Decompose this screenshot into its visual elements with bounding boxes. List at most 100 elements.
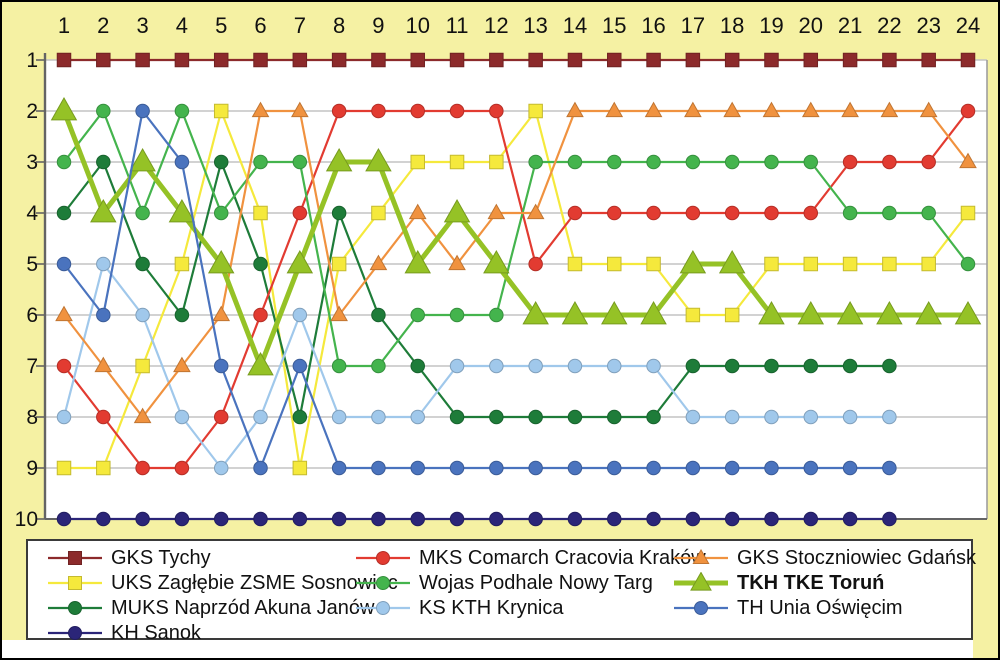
data-point-gks-stoczniowiec	[692, 548, 710, 564]
data-point-tkh-torun	[836, 300, 864, 325]
data-point-uks-zaglebie	[410, 154, 425, 170]
data-point-kh-sanok	[68, 626, 82, 640]
data-point-th-unia	[410, 460, 425, 476]
legend-label-muks-naprzod: MUKS Naprzód Akuna Janów	[111, 597, 375, 619]
legend-label-ks-kth-krynica: KS KTH Krynica	[419, 597, 564, 619]
data-point-mks-cracovia	[921, 154, 936, 170]
data-point-th-unia	[96, 307, 111, 323]
data-point-th-unia	[607, 460, 622, 476]
triangle-legend-marker-icon	[674, 548, 728, 564]
series-gks-stoczniowiec	[55, 101, 977, 424]
circle-legend-marker-icon	[356, 601, 410, 615]
square-legend-marker-icon	[48, 551, 102, 565]
legend-item-mks-cracovia: MKS Comarch Cracovia Kraków	[354, 546, 706, 570]
data-point-ks-kth-krynica	[764, 409, 779, 425]
data-point-uks-zaglebie	[174, 256, 190, 272]
legend-item-gks-tychy: GKS Tychy	[46, 546, 211, 570]
data-point-tkh-torun	[601, 300, 628, 325]
data-point-kh-sanok	[449, 511, 465, 527]
x-axis-tick-label: 19	[759, 13, 783, 38]
data-point-gks-tychy	[646, 52, 661, 68]
series-line-gks-stoczniowiec	[63, 109, 969, 419]
data-point-uks-zaglebie	[685, 307, 701, 323]
data-point-gks-tychy	[96, 52, 111, 68]
data-point-muks-naprzod	[764, 358, 779, 374]
circle-legend-marker-icon	[356, 551, 410, 565]
data-point-muks-naprzod	[449, 409, 465, 425]
data-point-gks-stoczniowiec	[841, 101, 859, 118]
data-point-wojas-podhale	[292, 154, 308, 170]
data-point-tkh-torun	[915, 300, 942, 325]
data-point-muks-naprzod	[528, 409, 543, 425]
data-point-uks-zaglebie	[764, 256, 779, 272]
series-gks-tychy	[56, 52, 976, 68]
data-point-ks-kth-krynica	[331, 409, 347, 425]
data-point-gks-stoczniowiec	[959, 152, 977, 169]
triangle-legend-marker-icon	[674, 572, 728, 591]
data-point-gks-tychy	[567, 52, 583, 68]
legend-label-wojas-podhale: Wojas Podhale Nowy Targ	[419, 572, 653, 594]
data-point-th-unia	[694, 601, 708, 615]
data-point-gks-stoczniowiec	[369, 254, 388, 271]
data-point-mks-cracovia	[56, 358, 72, 374]
data-point-ks-kth-krynica	[567, 358, 583, 374]
data-point-kh-sanok	[567, 511, 583, 527]
data-point-muks-naprzod	[68, 601, 82, 615]
x-axis-tick-label: 7	[294, 13, 306, 38]
data-point-tkh-torun	[404, 249, 431, 274]
data-point-wojas-podhale	[331, 358, 347, 374]
data-point-muks-naprzod	[724, 358, 740, 374]
data-point-gks-tychy	[253, 52, 268, 68]
data-point-tkh-torun	[876, 300, 903, 325]
data-point-wojas-podhale	[685, 154, 701, 170]
data-point-kh-sanok	[528, 511, 543, 527]
data-point-tkh-torun	[954, 300, 982, 325]
data-point-ks-kth-krynica	[135, 307, 150, 323]
data-point-th-unia	[567, 460, 583, 476]
data-point-gks-stoczniowiec	[566, 101, 584, 118]
legend-item-kh-sanok: KH Sanok	[46, 621, 201, 645]
data-point-gks-tychy	[68, 551, 82, 565]
data-point-th-unia	[331, 460, 347, 476]
x-axis-tick-label: 17	[681, 13, 705, 38]
data-point-wojas-podhale	[174, 103, 190, 119]
data-point-gks-tychy	[410, 52, 425, 68]
data-point-muks-naprzod	[371, 307, 386, 323]
legend-item-tkh-torun: TKH TKE Toruń	[672, 571, 884, 595]
series-th-unia	[56, 103, 897, 476]
circle-legend-marker-icon	[48, 601, 102, 615]
x-axis-tick-label: 15	[602, 13, 626, 38]
data-point-th-unia	[292, 358, 308, 374]
data-point-gks-tychy	[724, 52, 740, 68]
data-point-gks-stoczniowiec	[526, 203, 545, 220]
x-axis-tick-label: 24	[956, 13, 980, 38]
legend-label-th-unia: TH Unia Oświęcim	[737, 597, 903, 619]
data-point-mks-cracovia	[567, 205, 583, 221]
data-point-gks-stoczniowiec	[94, 356, 113, 373]
x-axis-tick-label: 1	[58, 13, 70, 38]
data-point-uks-zaglebie	[135, 358, 150, 374]
x-axis-tick-label: 23	[916, 13, 940, 38]
series-wojas-podhale	[56, 103, 976, 374]
data-point-gks-stoczniowiec	[291, 101, 309, 118]
data-point-th-unia	[489, 460, 504, 476]
data-point-uks-zaglebie	[567, 256, 583, 272]
data-point-muks-naprzod	[96, 154, 111, 170]
data-point-wojas-podhale	[960, 256, 976, 272]
legend-label-tkh-torun: TKH TKE Toruń	[737, 572, 885, 594]
data-point-muks-naprzod	[331, 205, 347, 221]
data-point-gks-tychy	[331, 52, 347, 68]
chart-legend: GKS Tychy UKS Zagłębie ZSME Sosnowiec MUKS…	[26, 539, 976, 644]
data-point-kh-sanok	[607, 511, 622, 527]
data-point-gks-tychy	[449, 52, 465, 68]
data-point-uks-zaglebie	[842, 256, 858, 272]
data-point-th-unia	[724, 460, 740, 476]
legend-item-ks-kth-krynica: KS KTH Krynica	[354, 596, 563, 620]
x-axis-tick-label: 14	[563, 13, 587, 38]
data-point-ks-kth-krynica	[174, 409, 190, 425]
data-point-tkh-torun	[365, 147, 392, 172]
data-point-gks-tychy	[607, 52, 622, 68]
data-point-mks-cracovia	[292, 205, 308, 221]
data-point-th-unia	[449, 460, 465, 476]
data-point-mks-cracovia	[724, 205, 740, 221]
